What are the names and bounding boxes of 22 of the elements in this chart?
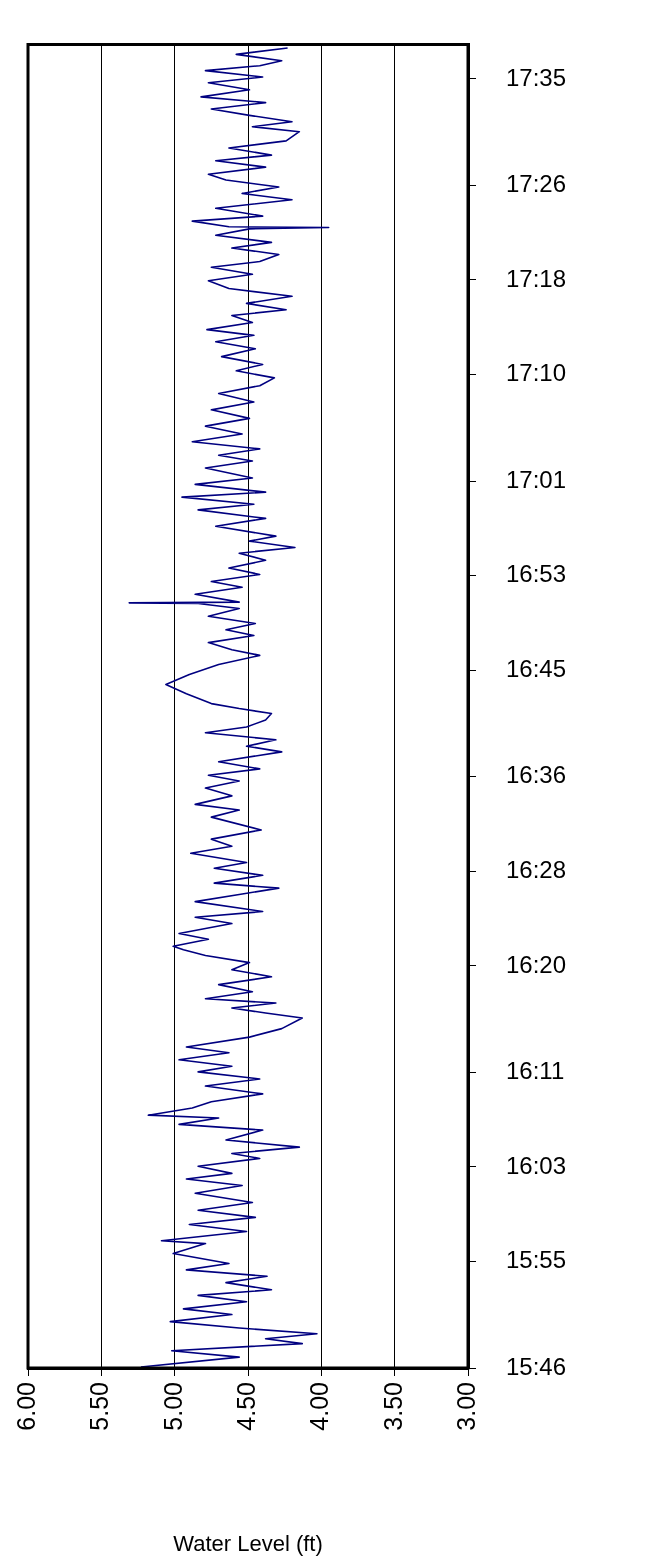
- y-tick-label: 17:26: [506, 170, 567, 198]
- y-tick-label: 16:28: [506, 855, 567, 883]
- y-tick-label: 16:20: [506, 950, 567, 978]
- x-tick-label: 4.50: [231, 1382, 260, 1431]
- x-tick-label: 5.00: [158, 1382, 187, 1431]
- y-tick-label: 16:03: [506, 1151, 567, 1179]
- x-axis-title: Water Level (ft): [173, 1530, 323, 1556]
- y-tick-label: 15:46: [506, 1352, 567, 1380]
- y-tick-label: 17:35: [506, 63, 567, 91]
- x-tick-label: 3.50: [378, 1382, 407, 1431]
- y-tick-label: 17:18: [506, 264, 567, 292]
- y-tick-label: 16:11: [506, 1057, 565, 1085]
- x-tick-label: 4.00: [305, 1382, 334, 1431]
- y-tick-label: 16:36: [506, 761, 567, 789]
- y-tick-label: 15:55: [506, 1246, 567, 1274]
- y-tick-label: 16:53: [506, 560, 567, 588]
- x-tick-label: 6.00: [11, 1382, 40, 1431]
- y-tick-label: 17:10: [506, 359, 567, 387]
- x-tick-label: 5.50: [85, 1382, 114, 1431]
- x-tick-label: 3.00: [451, 1382, 480, 1431]
- y-tick-label: 16:45: [506, 654, 567, 682]
- y-tick-label: 17:01: [506, 465, 567, 493]
